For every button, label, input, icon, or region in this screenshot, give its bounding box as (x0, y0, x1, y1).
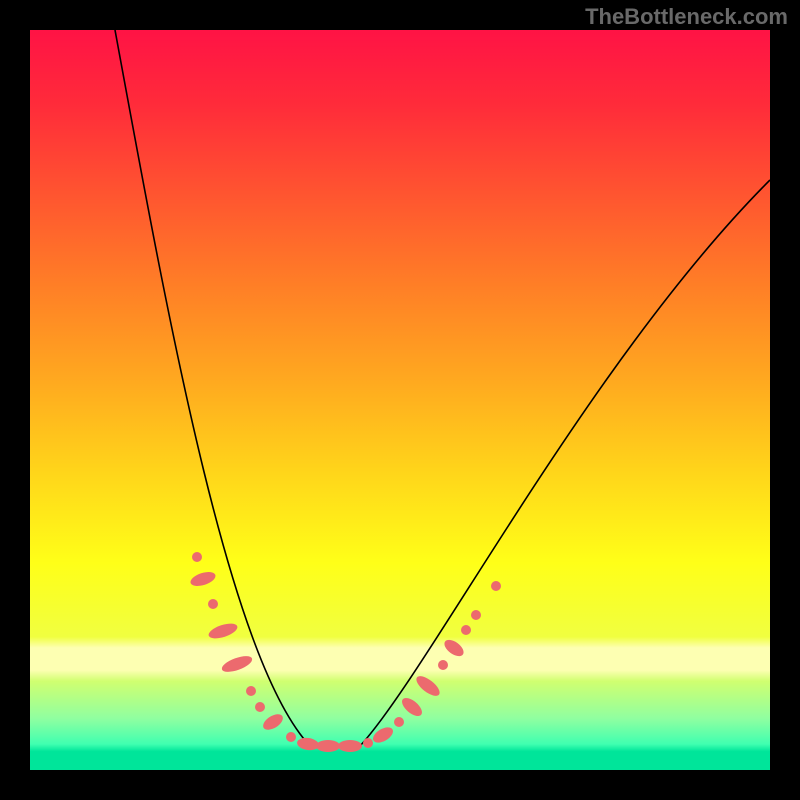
curve-marker (461, 625, 471, 635)
curve-marker (394, 717, 404, 727)
curve-marker (316, 740, 340, 752)
curve-marker (286, 732, 296, 742)
curve-marker (192, 552, 202, 562)
curve-marker (208, 599, 218, 609)
curve-marker (363, 738, 373, 748)
curve-marker (255, 702, 265, 712)
bottleneck-chart (30, 30, 770, 770)
outer-frame: TheBottleneck.com (0, 0, 800, 800)
curve-marker (491, 581, 501, 591)
watermark-text: TheBottleneck.com (585, 4, 788, 30)
plot-area (30, 30, 770, 770)
curve-marker (246, 686, 256, 696)
curve-marker (438, 660, 448, 670)
gradient-background (30, 30, 770, 770)
curve-marker (338, 740, 362, 752)
curve-marker (471, 610, 481, 620)
